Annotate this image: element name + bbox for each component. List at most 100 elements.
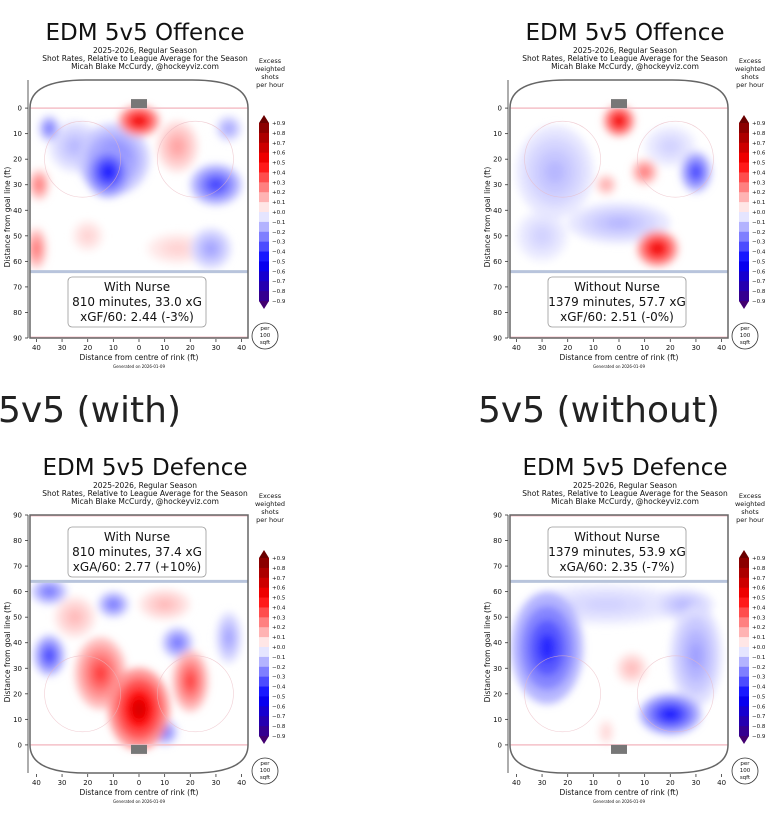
- contour-region: [662, 709, 678, 720]
- colorbar-segment: [739, 221, 749, 233]
- info-line-2: xGA/60: 2.77 (+10%): [73, 560, 201, 574]
- description-label: Shot Rates, Relative to League Average f…: [522, 489, 728, 498]
- colorbar-tick: −0.4: [272, 250, 286, 256]
- colorbar-extend-top: [259, 550, 269, 558]
- colorbar-tick: +0.6: [752, 586, 766, 592]
- colorbar-segment: [259, 558, 269, 569]
- colorbar-tick: −0.1: [272, 655, 285, 661]
- x-tick-label: 10: [160, 779, 169, 787]
- x-tick-label: 10: [160, 344, 169, 352]
- y-tick-label: 40: [13, 207, 22, 215]
- contour-region: [36, 180, 42, 189]
- colorbar-label: weighted: [735, 65, 765, 73]
- generated-date: Generated on 2026-01-09: [113, 364, 165, 369]
- y-tick-label: 90: [13, 512, 22, 520]
- colorbar-tick: +0.2: [272, 190, 285, 196]
- colorbar-label: shots: [261, 508, 279, 516]
- contour-region: [689, 642, 703, 669]
- unit-badge: [731, 322, 759, 350]
- x-tick-label: 20: [83, 779, 92, 787]
- colorbar-tick: +0.8: [752, 131, 766, 137]
- colorbar-segment: [739, 597, 749, 608]
- colorbar-tick: −0.3: [752, 675, 766, 681]
- colorbar-tick: −0.1: [752, 220, 765, 226]
- shot-map-panel-2: EDM 5v5 Defence 2025-2026, Regular Seaso…: [0, 435, 290, 815]
- y-tick-label: 40: [13, 639, 22, 647]
- panel-title: EDM 5v5 Offence: [45, 20, 245, 46]
- info-line-2: xGF/60: 2.51 (-0%): [560, 310, 674, 324]
- colorbar-segment: [259, 291, 269, 302]
- x-tick-label: 20: [186, 344, 195, 352]
- x-tick-label: 0: [137, 344, 141, 352]
- colorbar-tick: −0.1: [752, 655, 765, 661]
- colorbar-segment: [259, 666, 269, 678]
- contour-region: [172, 140, 183, 153]
- colorbar-tick: +0.4: [752, 605, 766, 611]
- colorbar-segment: [259, 656, 269, 668]
- colorbar-segment: [259, 726, 269, 737]
- colorbar-segment: [739, 271, 749, 282]
- x-tick-label: 30: [211, 779, 220, 787]
- generated-date: Generated on 2026-01-09: [113, 799, 165, 804]
- colorbar-label: per hour: [736, 516, 764, 524]
- contour-region: [46, 125, 52, 132]
- contour-region: [169, 244, 186, 253]
- x-tick-label: 30: [538, 344, 547, 352]
- colorbar-tick: +0.2: [272, 625, 285, 631]
- x-tick-label: 30: [538, 779, 547, 787]
- contour-region: [83, 231, 92, 240]
- section-label-without: 5v5 (without): [478, 390, 720, 431]
- colorbar-segment: [259, 271, 269, 282]
- y-tick-label: 60: [493, 588, 502, 596]
- unit-badge: [731, 757, 759, 785]
- contour-region: [604, 728, 609, 736]
- y-tick-label: 70: [493, 283, 502, 291]
- colorbar-segment: [739, 726, 749, 737]
- heatmap-layer: [510, 515, 728, 773]
- colorbar-label: Excess: [739, 57, 762, 65]
- unit-badge-text: 100: [740, 768, 751, 774]
- y-tick-label: 10: [493, 130, 502, 138]
- contour-region: [225, 125, 232, 132]
- colorbar-tick: +0.7: [752, 141, 766, 147]
- colorbar-tick: −0.3: [272, 675, 286, 681]
- colorbar-segment: [739, 152, 749, 164]
- x-tick-label: 40: [512, 344, 521, 352]
- colorbar-tick: −0.6: [272, 269, 286, 275]
- y-tick-label: 50: [493, 232, 502, 240]
- y-tick-label: 50: [13, 614, 22, 622]
- colorbar-tick: +0.3: [272, 180, 286, 186]
- contour-region: [33, 243, 39, 254]
- colorbar-tick: −0.3: [752, 240, 766, 246]
- y-tick-label: 80: [493, 537, 502, 545]
- colorbar-segment: [259, 261, 269, 272]
- colorbar-segment: [739, 281, 749, 292]
- colorbar-segment: [259, 706, 269, 717]
- x-tick-label: 10: [640, 779, 649, 787]
- colorbar-label: weighted: [255, 65, 285, 73]
- colorbar-segment: [739, 637, 749, 648]
- y-tick-label: 20: [493, 690, 502, 698]
- colorbar-segment: [739, 123, 749, 134]
- colorbar-segment: [739, 251, 749, 262]
- contour-region: [545, 160, 565, 184]
- colorbar-segment: [739, 666, 749, 678]
- colorbar-tick: +0.7: [272, 141, 286, 147]
- colorbar-extend-top: [739, 550, 749, 558]
- contour-region: [652, 244, 663, 254]
- colorbar-segment: [739, 647, 749, 658]
- colorbar-tick: +0.5: [752, 161, 766, 167]
- generated-date: Generated on 2026-01-09: [593, 799, 645, 804]
- x-tick-label: 30: [211, 344, 220, 352]
- season-label: 2025-2026, Regular Season: [92, 46, 198, 55]
- colorbar-label: Excess: [739, 492, 762, 500]
- colorbar-segment: [259, 696, 269, 707]
- colorbar-segment: [259, 716, 269, 727]
- colorbar-tick: +0.3: [752, 180, 766, 186]
- description-label: Shot Rates, Relative to League Average f…: [522, 54, 728, 63]
- x-tick-label: 0: [617, 344, 621, 352]
- colorbar-segment: [259, 221, 269, 233]
- colorbar-tick: +0.5: [272, 596, 286, 602]
- contour-region: [675, 600, 691, 609]
